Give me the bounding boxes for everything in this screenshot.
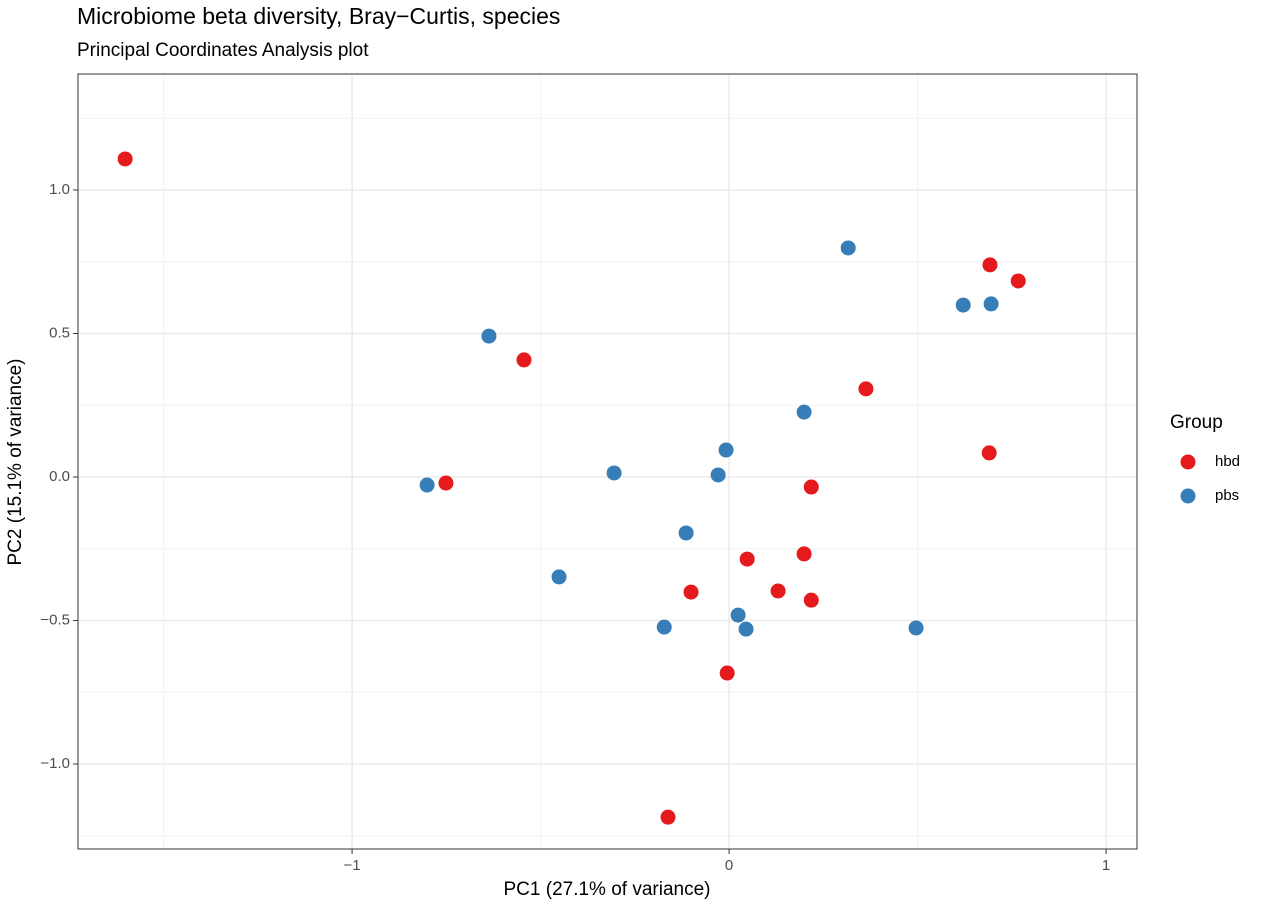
legend-swatch	[1180, 488, 1196, 504]
legend-label: pbs	[1215, 487, 1239, 504]
y-tick-label: −0.5	[40, 611, 70, 628]
legend-swatch	[1180, 454, 1196, 470]
point	[738, 621, 754, 637]
point	[840, 240, 856, 256]
plot-border	[77, 73, 1138, 850]
point	[803, 592, 819, 608]
point	[770, 583, 786, 599]
chart-subtitle: Principal Coordinates Analysis plot	[77, 40, 369, 61]
point	[908, 620, 924, 636]
point	[981, 445, 997, 461]
point	[551, 569, 567, 585]
point	[606, 465, 622, 481]
point	[678, 525, 694, 541]
y-tick-label: 1.0	[49, 181, 70, 198]
legend-label: hbd	[1215, 453, 1240, 470]
point	[983, 296, 999, 312]
legend-title: Group	[1170, 412, 1223, 433]
plot-background	[78, 74, 1137, 849]
y-tick-label: 0.5	[49, 324, 70, 341]
point	[803, 479, 819, 495]
point	[796, 546, 812, 562]
x-tick-label: 1	[1102, 857, 1110, 874]
chart-title: Microbiome beta diversity, Bray−Curtis, …	[77, 3, 560, 29]
point	[683, 584, 699, 600]
x-tick-label: 0	[725, 857, 733, 874]
y-axis-label: PC2 (15.1% of variance)	[5, 359, 26, 566]
point	[739, 551, 755, 567]
point	[117, 151, 133, 167]
y-tick-label: −1.0	[40, 755, 70, 772]
point	[730, 607, 746, 623]
point	[719, 665, 735, 681]
point	[982, 257, 998, 273]
point	[656, 619, 672, 635]
point	[660, 809, 676, 825]
point	[481, 328, 497, 344]
point	[858, 381, 874, 397]
point	[438, 475, 454, 491]
point	[1010, 273, 1026, 289]
point	[718, 442, 734, 458]
x-tick-label: −1	[344, 857, 361, 874]
point	[955, 297, 971, 313]
x-axis-label: PC1 (27.1% of variance)	[504, 879, 711, 900]
point	[710, 467, 726, 483]
point	[419, 477, 435, 493]
point	[796, 404, 812, 420]
point	[516, 352, 532, 368]
y-tick-label: 0.0	[49, 468, 70, 485]
